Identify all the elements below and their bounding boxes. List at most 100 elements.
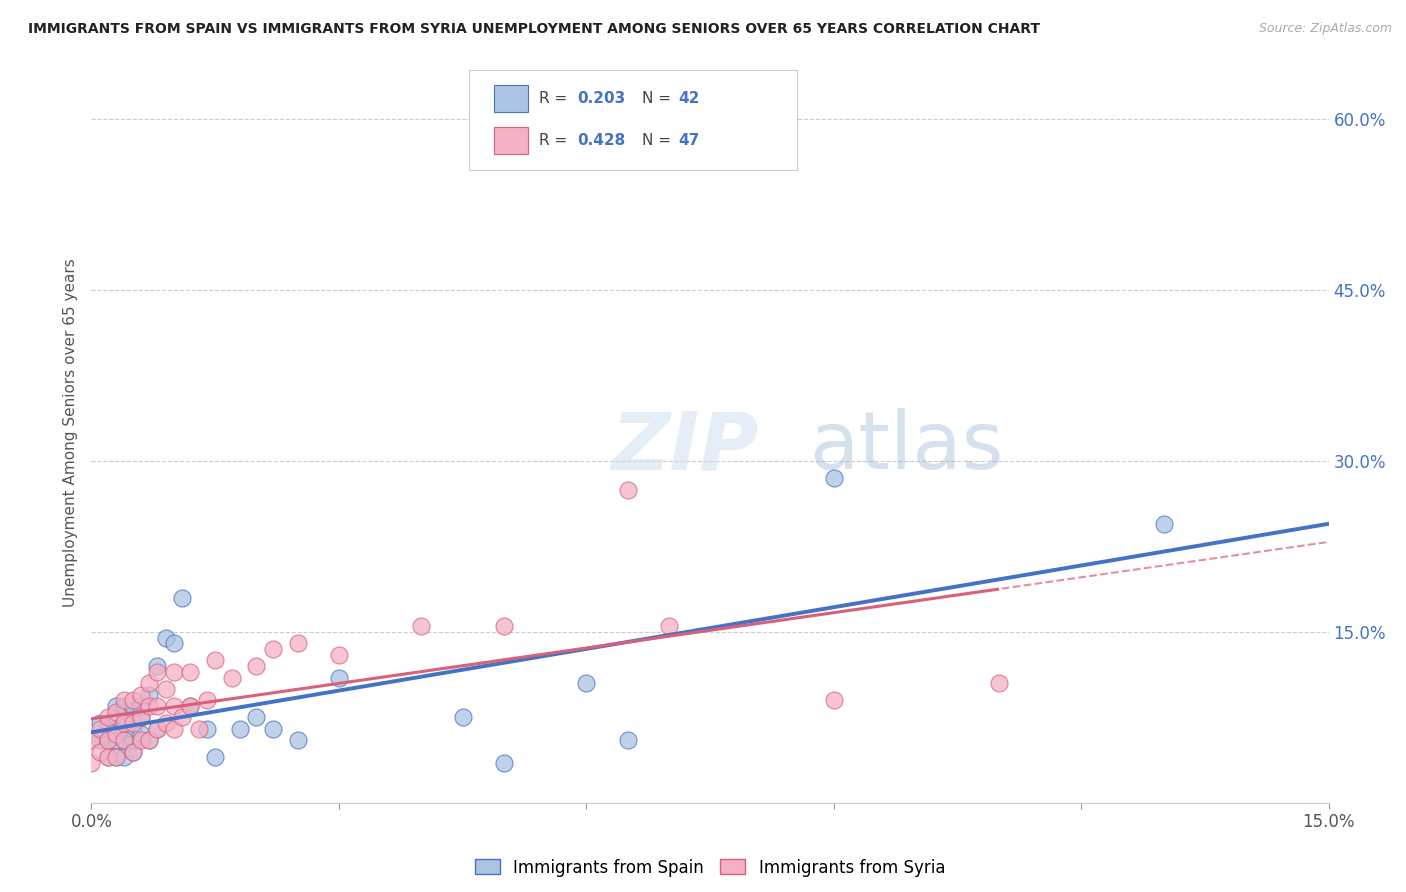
Point <box>328 671 350 685</box>
Point <box>262 642 284 657</box>
Point <box>245 710 267 724</box>
Point <box>105 698 128 713</box>
Text: ZIP: ZIP <box>612 409 758 486</box>
Point <box>129 733 152 747</box>
Point <box>112 722 135 736</box>
Point <box>97 750 120 764</box>
Point <box>105 750 128 764</box>
Point <box>129 710 152 724</box>
Point <box>105 733 128 747</box>
Point <box>129 698 152 713</box>
Point <box>823 471 845 485</box>
Point <box>121 745 143 759</box>
Text: IMMIGRANTS FROM SPAIN VS IMMIGRANTS FROM SYRIA UNEMPLOYMENT AMONG SENIORS OVER 6: IMMIGRANTS FROM SPAIN VS IMMIGRANTS FROM… <box>28 22 1040 37</box>
Text: 0.203: 0.203 <box>578 91 626 106</box>
Point <box>146 659 169 673</box>
Point <box>204 653 226 667</box>
Point <box>138 733 160 747</box>
Point <box>229 722 252 736</box>
Point <box>172 591 194 605</box>
Legend: Immigrants from Spain, Immigrants from Syria: Immigrants from Spain, Immigrants from S… <box>468 852 952 883</box>
Point <box>179 665 201 679</box>
Point <box>195 722 218 736</box>
Point <box>287 733 309 747</box>
Point <box>575 676 598 690</box>
Point <box>245 659 267 673</box>
Text: R =: R = <box>540 91 572 106</box>
Point <box>187 722 209 736</box>
Point <box>451 710 474 724</box>
Point <box>155 716 177 731</box>
Point <box>287 636 309 650</box>
Point <box>105 710 128 724</box>
Point <box>179 698 201 713</box>
Point <box>129 727 152 741</box>
Y-axis label: Unemployment Among Seniors over 65 years: Unemployment Among Seniors over 65 years <box>63 259 79 607</box>
Text: atlas: atlas <box>808 409 1004 486</box>
Point <box>179 698 201 713</box>
Point <box>121 733 143 747</box>
Point <box>112 733 135 747</box>
Point <box>112 750 135 764</box>
Point <box>172 710 194 724</box>
Point <box>616 483 638 497</box>
FancyBboxPatch shape <box>494 86 529 112</box>
FancyBboxPatch shape <box>468 70 797 169</box>
Point <box>616 733 638 747</box>
Point <box>262 722 284 736</box>
Point <box>823 693 845 707</box>
Text: N =: N = <box>643 133 676 148</box>
Point <box>112 693 135 707</box>
Point <box>121 722 143 736</box>
Point <box>146 665 169 679</box>
Point <box>163 636 186 650</box>
Text: 42: 42 <box>678 91 699 106</box>
Point <box>105 705 128 719</box>
Point <box>163 698 186 713</box>
Point <box>1153 516 1175 531</box>
Point <box>112 710 135 724</box>
Point <box>146 722 169 736</box>
Point <box>89 716 111 731</box>
Point <box>89 722 111 736</box>
Point <box>195 693 218 707</box>
Point <box>97 733 120 747</box>
Text: Source: ZipAtlas.com: Source: ZipAtlas.com <box>1258 22 1392 36</box>
Point <box>204 750 226 764</box>
Point <box>138 676 160 690</box>
Point <box>129 688 152 702</box>
Point <box>129 710 152 724</box>
Point <box>112 733 135 747</box>
Point <box>121 745 143 759</box>
Point <box>146 698 169 713</box>
Point <box>658 619 681 633</box>
Point <box>97 716 120 731</box>
Point <box>80 733 103 747</box>
Point <box>89 745 111 759</box>
Point <box>155 681 177 696</box>
Point <box>987 676 1010 690</box>
Point <box>97 733 120 747</box>
Text: R =: R = <box>540 133 572 148</box>
Point <box>105 750 128 764</box>
Point <box>221 671 243 685</box>
Point <box>121 716 143 731</box>
Point <box>411 619 433 633</box>
Point <box>163 665 186 679</box>
Point <box>112 716 135 731</box>
Point <box>112 698 135 713</box>
Text: N =: N = <box>643 91 676 106</box>
Point <box>138 688 160 702</box>
Point <box>328 648 350 662</box>
Point <box>492 619 515 633</box>
Point <box>97 750 120 764</box>
Point <box>121 698 143 713</box>
Point <box>105 727 128 741</box>
Text: 0.428: 0.428 <box>578 133 626 148</box>
Point <box>138 733 160 747</box>
Point <box>146 722 169 736</box>
Text: 47: 47 <box>678 133 699 148</box>
Point <box>138 698 160 713</box>
Point <box>492 756 515 770</box>
Point <box>155 631 177 645</box>
